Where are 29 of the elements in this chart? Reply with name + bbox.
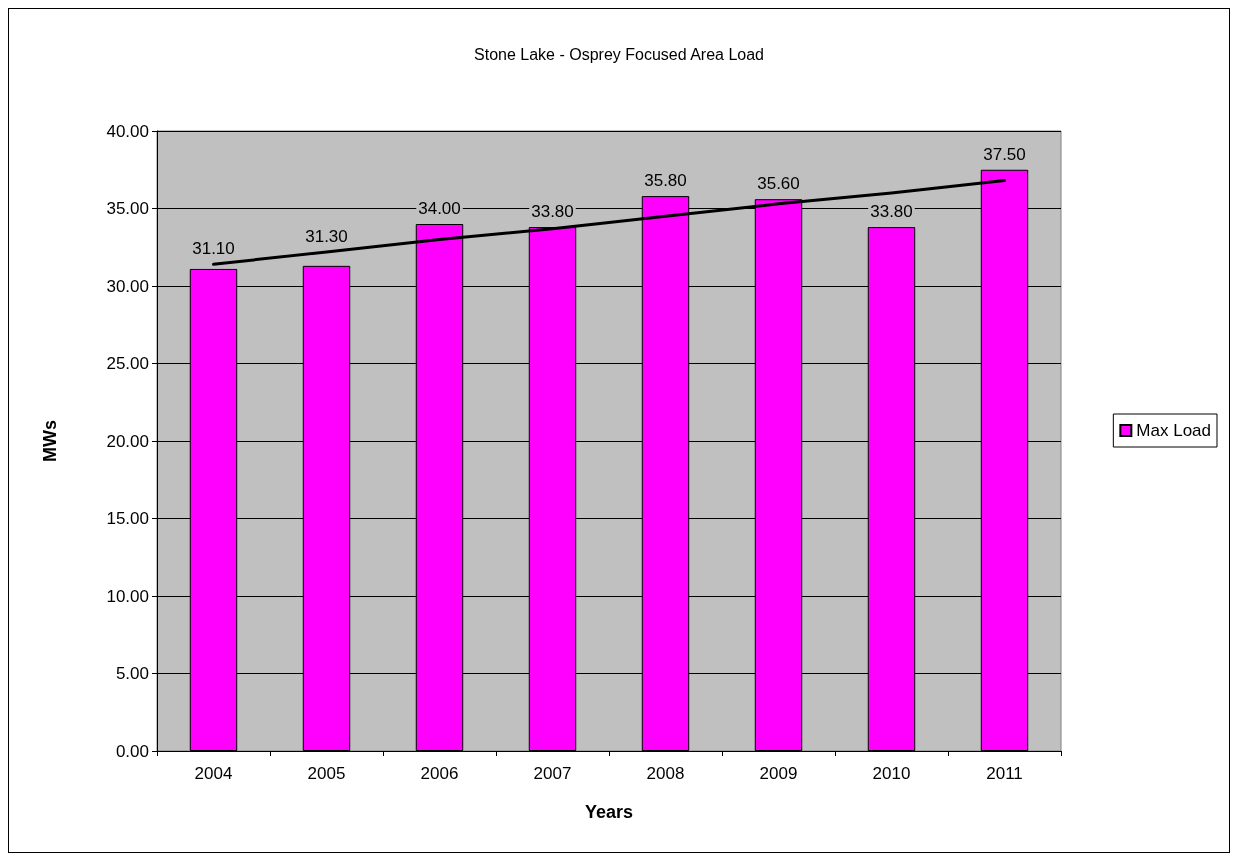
y-axis-title: MWs [40, 420, 60, 462]
data-label: 31.30 [305, 226, 348, 246]
x-tick-label: 2007 [533, 764, 572, 783]
y-tick-label: 40.00 [106, 121, 149, 141]
x-tick-label: 2011 [986, 764, 1023, 783]
x-tick-label: 2009 [759, 764, 798, 783]
y-tick-label: 25.00 [106, 354, 149, 373]
y-tick-label: 15.00 [106, 509, 149, 528]
y-tick-label: 20.00 [106, 431, 149, 451]
legend-label: Max Load [1136, 421, 1212, 440]
data-label: 33.80 [531, 202, 574, 222]
y-tick-label: 5.00 [115, 664, 149, 683]
data-label: 33.80 [870, 202, 913, 222]
data-label: 35.60 [757, 174, 800, 194]
y-tick-label: 10.00 [106, 586, 149, 606]
x-axis-title: Years [584, 802, 634, 822]
data-label: 34.00 [418, 199, 461, 218]
x-tick-label: 2010 [872, 764, 911, 783]
data-label: 37.50 [983, 144, 1026, 164]
data-label: 35.80 [644, 171, 687, 191]
y-tick-label: 30.00 [106, 276, 149, 296]
chart-title: Stone Lake - Osprey Focused Area Load [474, 45, 764, 63]
x-tick-label: 2004 [194, 764, 233, 783]
x-tick-label: 2005 [307, 764, 346, 783]
y-tick-label: 0.00 [115, 741, 149, 761]
data-label: 31.10 [192, 239, 235, 259]
x-tick-label: 2006 [420, 764, 459, 783]
y-tick-label: 35.00 [106, 199, 149, 218]
x-tick-label: 2008 [646, 764, 685, 783]
